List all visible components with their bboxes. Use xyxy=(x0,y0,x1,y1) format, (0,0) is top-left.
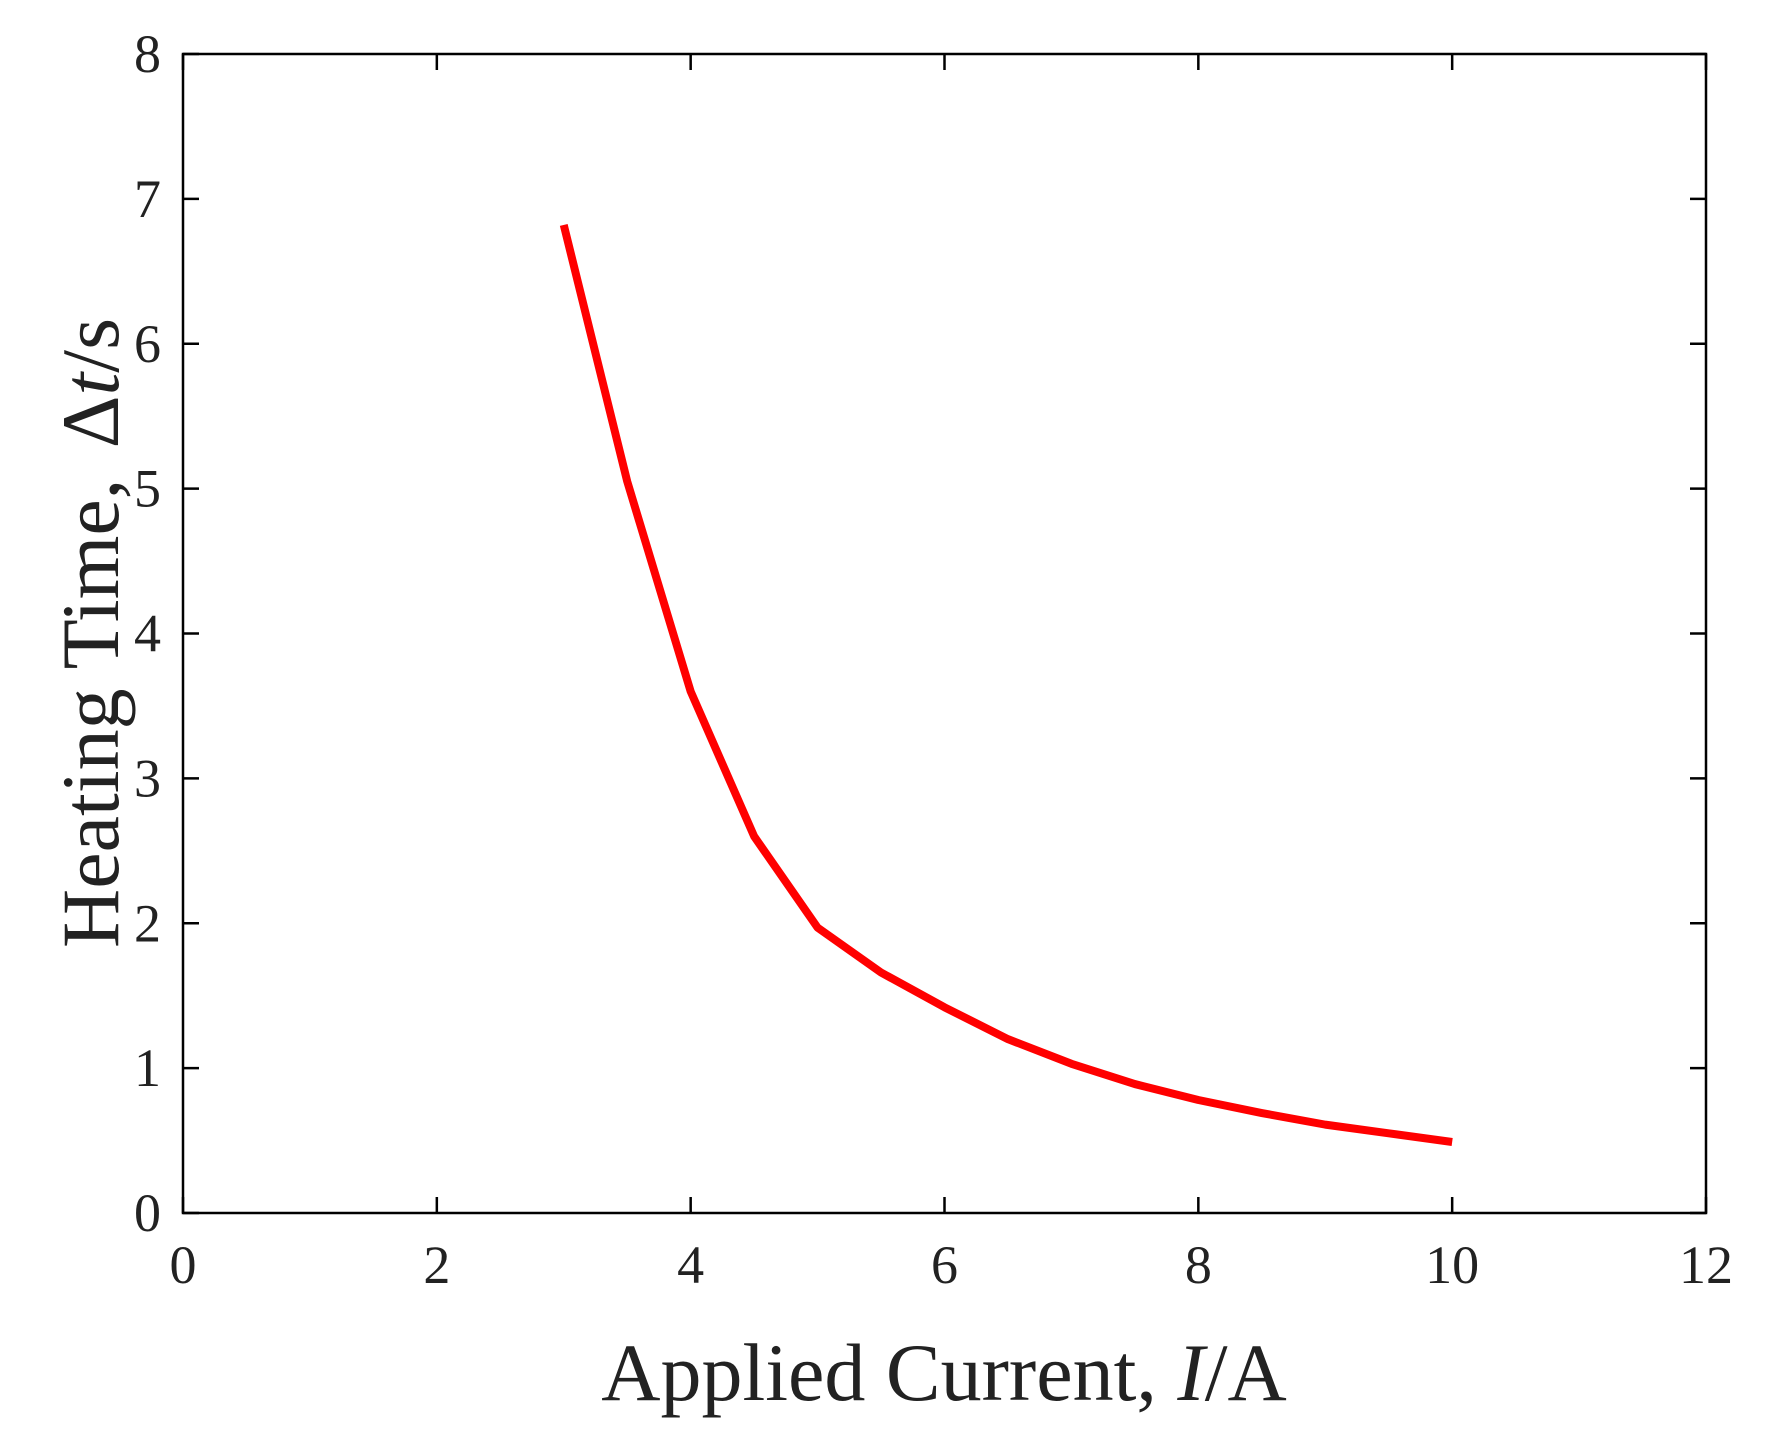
x-axis-label: Applied Current, I/A xyxy=(601,1327,1286,1418)
y-tick-label: 7 xyxy=(134,169,161,229)
y-label-part: Heating Time, xyxy=(45,458,136,948)
x-tick-label: 2 xyxy=(423,1235,450,1295)
x-tick-label: 0 xyxy=(170,1235,197,1295)
y-tick-label: 3 xyxy=(134,748,161,808)
y-tick-label: 1 xyxy=(134,1038,161,1098)
y-tick-label: 2 xyxy=(134,893,161,953)
y-tick-label: 0 xyxy=(134,1183,161,1243)
y-label-part: t xyxy=(45,371,136,396)
x-label-part: I xyxy=(1176,1327,1208,1418)
y-tick-label: 8 xyxy=(134,24,161,84)
x-label-part: /A xyxy=(1205,1327,1287,1418)
plot-frame xyxy=(181,52,1708,1215)
y-tick-label: 4 xyxy=(134,604,161,664)
y-tick-label: 5 xyxy=(134,459,161,519)
x-label-part: Applied Current, xyxy=(601,1327,1177,1418)
x-tick-label: 4 xyxy=(677,1235,704,1295)
x-tick-label: 10 xyxy=(1425,1235,1479,1295)
y-label-part: /s xyxy=(45,318,136,373)
x-tick-label: 8 xyxy=(1185,1235,1212,1295)
x-tick-label: 12 xyxy=(1679,1235,1733,1295)
y-tick-label: 6 xyxy=(134,314,161,374)
y-axis-label: Heating Time, Δt/s xyxy=(45,318,136,948)
y-label-part: Δ xyxy=(45,396,136,449)
data-line xyxy=(559,223,1453,1146)
x-tick-label: 6 xyxy=(931,1235,958,1295)
